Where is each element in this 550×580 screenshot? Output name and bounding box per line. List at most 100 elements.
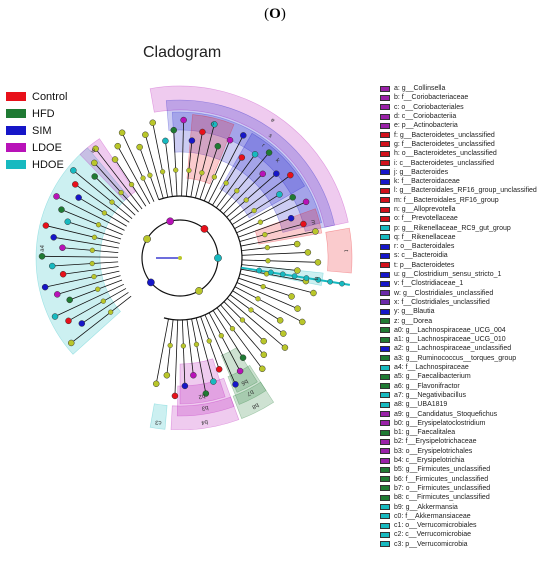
legend-swatch (380, 113, 390, 120)
leaf-node (211, 121, 218, 128)
legend-label: u: g__Clostridium_sensu_stricto_1 (394, 271, 502, 279)
legend-swatch (380, 290, 390, 297)
legend-item-a0: a0: g__Lachnospiraceae_UCG_004 (380, 326, 537, 335)
group-swatch (6, 92, 26, 101)
group-label: LDOE (32, 141, 62, 154)
leaf-node (240, 132, 247, 139)
legend-item-q: q: f__Rikenellaceae (380, 233, 537, 242)
taxa-legend: a: g__Collinsella b: f__Coriobacteriaceae… (380, 84, 537, 549)
group-legend: Control HFD SIM LDOE HDOE (6, 88, 67, 173)
tree-branch (216, 154, 256, 209)
leaf-node (66, 296, 73, 304)
leaf-node (281, 344, 289, 351)
inner-node (234, 188, 240, 194)
legend-item-l: l: g__Bacteroidales_RF16_group_unclassif… (380, 186, 537, 195)
legend-label: g: f__Bacteroidetes_unclassified (394, 140, 495, 148)
legend-label: b8: c__Firmicutes_unclassified (394, 494, 490, 502)
leaf-node (260, 351, 268, 358)
legend-item-h: h: o__Bacteroidetes_unclassified (380, 149, 537, 158)
leaf-node (171, 392, 179, 400)
tree-branch (63, 266, 119, 275)
legend-item-c2: c2: c__Verrucomicrobiae (380, 530, 537, 539)
group-label: Control (32, 90, 68, 103)
leaf-node (214, 142, 222, 150)
legend-item-s: s: c__Bacteroidia (380, 251, 537, 260)
inner-node (95, 222, 102, 228)
legend-swatch (380, 234, 390, 241)
legend-item-b8: b8: c__Firmicutes_unclassified (380, 493, 537, 502)
legend-item-c3: c3: p__Verrucomicrobia (380, 540, 537, 549)
sector-label-s: s (267, 133, 273, 140)
tree-branch (190, 131, 203, 198)
leaf-node (65, 317, 72, 325)
legend-swatch (380, 187, 390, 194)
legend-swatch (380, 318, 390, 325)
inner-node (109, 199, 115, 205)
legend-swatch (380, 308, 390, 315)
legend-swatch (380, 299, 390, 306)
legend-item-r: r: o__Bacteroidales (380, 242, 537, 251)
tree-branch (73, 170, 133, 219)
leaf-node (238, 154, 246, 161)
leaf-node (41, 283, 49, 291)
legend-swatch (380, 494, 390, 501)
inner-node (251, 207, 257, 214)
tree-branch (174, 319, 179, 396)
leaf-node (188, 137, 196, 144)
legend-item-a5: a5: g__Faecalibacterium (380, 372, 537, 381)
leaf-node (287, 214, 295, 222)
sector-label-b4: b4 (200, 418, 208, 425)
legend-swatch (380, 262, 390, 269)
legend-label: b3: o__Erysipelotrichales (394, 447, 473, 455)
tree-branch (236, 282, 298, 309)
tree-branch (81, 292, 129, 324)
leaf-node (51, 313, 59, 320)
legend-swatch (380, 94, 390, 101)
legend-swatch (380, 448, 390, 455)
legend-swatch (380, 327, 390, 334)
leaf-node (251, 151, 259, 158)
legend-swatch (380, 141, 390, 148)
tree-branch (191, 318, 207, 394)
legend-label: l: g__Bacteroidales_RF16_group_unclassif… (394, 187, 537, 195)
tree-branch (208, 312, 241, 372)
legend-swatch (380, 197, 390, 204)
leaf-node (75, 194, 82, 201)
legend-swatch (380, 485, 390, 492)
leaf-node (289, 194, 296, 201)
tree-branch (212, 310, 244, 358)
legend-item-m: m: f__Bacteroidales_RF16_group (380, 196, 537, 205)
inner-node (229, 326, 236, 332)
leaf-node (215, 366, 223, 373)
clade-sector-s (165, 99, 335, 232)
tree-branch (238, 217, 292, 238)
sector-label-layer: e t sr k o m q a4 b4 b3 b2 b8 b7 b6 c3 w (40, 117, 349, 425)
group-swatch (6, 126, 26, 135)
inner-node (89, 247, 95, 253)
leaf-node (64, 218, 71, 225)
tree-branch (241, 264, 298, 271)
legend-label: b: f__Coriobacteriaceae (394, 94, 469, 102)
tree-branch (241, 259, 318, 263)
root-node (178, 256, 182, 260)
tree-branch (203, 140, 231, 202)
branch-node-q (279, 271, 286, 278)
legend-item-b9: b9: g__Akkermansia (380, 502, 537, 511)
group-legend-item: HDOE (6, 156, 67, 173)
inner-node (248, 307, 254, 313)
tree-branch (234, 196, 293, 229)
tree-branch (68, 288, 127, 322)
edge-layer (42, 120, 351, 396)
inner-node (193, 341, 200, 348)
inner-node (186, 167, 192, 174)
leaf-node (114, 142, 121, 150)
legend-item-a9: a9: g__Candidatus_Stoquefichus (380, 409, 537, 418)
legend-item-n: n: g__Alloprevotella (380, 205, 537, 214)
legend-swatch (380, 122, 390, 129)
tree-branch (53, 236, 119, 249)
inner-node (243, 197, 249, 203)
tree-branch (155, 318, 169, 384)
legend-swatch (380, 420, 390, 427)
legend-label: c: o__Coriobacteriales (394, 103, 464, 111)
legend-label: i: c__Bacteroidetes_unclassified (394, 159, 495, 167)
